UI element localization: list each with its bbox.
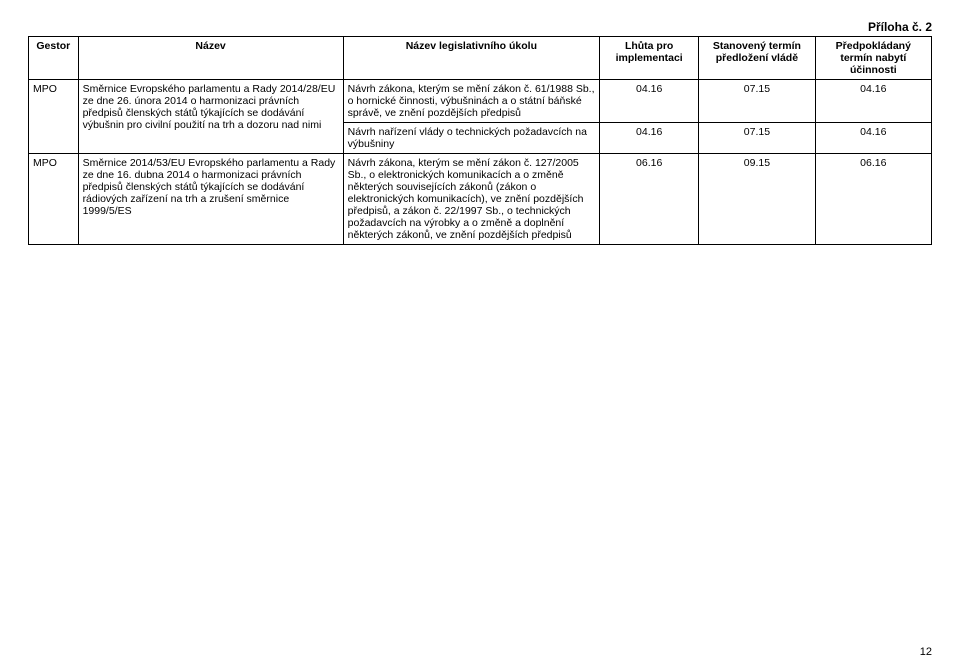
cell-termin: 07.15 xyxy=(699,123,815,154)
cell-ucinnost: 04.16 xyxy=(815,80,931,123)
col-ukol: Název legislativního úkolu xyxy=(343,37,599,80)
cell-ucinnost: 06.16 xyxy=(815,154,931,245)
cell-lhuta: 04.16 xyxy=(600,123,699,154)
cell-ukol: Návrh zákona, kterým se mění zákon č. 12… xyxy=(343,154,599,245)
page-number: 12 xyxy=(920,646,932,658)
col-ucinnost: Předpokládaný termín nabytí účinnosti xyxy=(815,37,931,80)
cell-termin: 09.15 xyxy=(699,154,815,245)
cell-lhuta: 06.16 xyxy=(600,154,699,245)
cell-nazev: Směrnice 2014/53/EU Evropského parlament… xyxy=(78,154,343,245)
col-nazev: Název xyxy=(78,37,343,80)
cell-gestor: MPO xyxy=(29,154,79,245)
legislative-table: Gestor Název Název legislativního úkolu … xyxy=(28,36,932,245)
col-gestor: Gestor xyxy=(29,37,79,80)
cell-ukol: Návrh zákona, kterým se mění zákon č. 61… xyxy=(343,80,599,123)
table-row: MPO Směrnice 2014/53/EU Evropského parla… xyxy=(29,154,932,245)
cell-lhuta: 04.16 xyxy=(600,80,699,123)
attachment-label: Příloha č. 2 xyxy=(28,20,932,34)
cell-termin: 07.15 xyxy=(699,80,815,123)
table-row: MPO Směrnice Evropského parlamentu a Rad… xyxy=(29,80,932,123)
col-lhuta: Lhůta pro implementaci xyxy=(600,37,699,80)
table-header-row: Gestor Název Název legislativního úkolu … xyxy=(29,37,932,80)
cell-nazev: Směrnice Evropského parlamentu a Rady 20… xyxy=(78,80,343,154)
document-page: Příloha č. 2 Gestor Název Název legislat… xyxy=(0,0,960,672)
col-termin: Stanovený termín předložení vládě xyxy=(699,37,815,80)
cell-ucinnost: 04.16 xyxy=(815,123,931,154)
cell-ukol: Návrh nařízení vlády o technických požad… xyxy=(343,123,599,154)
cell-gestor: MPO xyxy=(29,80,79,154)
